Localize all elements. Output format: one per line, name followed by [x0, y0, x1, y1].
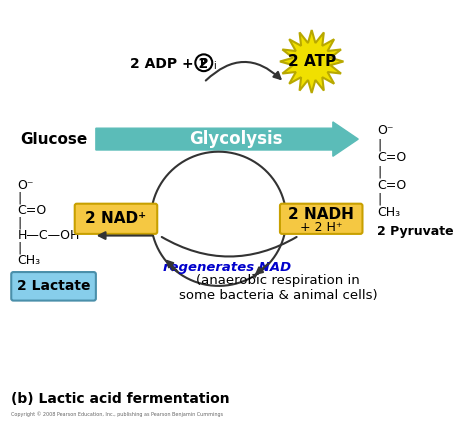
Text: 2 NAD⁺: 2 NAD⁺	[85, 211, 146, 226]
Text: + 2 H⁺: + 2 H⁺	[299, 221, 342, 234]
Text: 2 Lactate: 2 Lactate	[17, 279, 90, 293]
Text: C=O: C=O	[18, 204, 47, 217]
Text: O⁻: O⁻	[18, 179, 34, 192]
Text: |: |	[376, 138, 381, 151]
Text: |: |	[18, 191, 22, 204]
Text: 2 ATP: 2 ATP	[287, 54, 335, 69]
Text: H—C—OH: H—C—OH	[18, 229, 80, 242]
FancyBboxPatch shape	[75, 204, 157, 234]
Text: |: |	[18, 216, 22, 230]
FancyBboxPatch shape	[279, 204, 362, 234]
Text: |: |	[376, 165, 381, 178]
Text: 2 NADH: 2 NADH	[288, 207, 353, 222]
Text: Copyright © 2008 Pearson Education, Inc., publishing as Pearson Benjamin Cumming: Copyright © 2008 Pearson Education, Inc.…	[11, 412, 223, 417]
Text: P: P	[199, 58, 207, 68]
Text: C=O: C=O	[376, 179, 406, 192]
Text: Glycolysis: Glycolysis	[188, 130, 282, 148]
FancyBboxPatch shape	[11, 272, 96, 300]
Text: 2 ADP + 2: 2 ADP + 2	[130, 57, 213, 71]
Text: O⁻: O⁻	[376, 124, 393, 137]
Text: Glucose: Glucose	[20, 132, 87, 147]
Text: |: |	[18, 242, 22, 255]
Polygon shape	[279, 30, 343, 93]
Text: C=O: C=O	[376, 151, 406, 164]
FancyArrow shape	[96, 122, 357, 156]
Text: |: |	[376, 193, 381, 206]
Text: CH₃: CH₃	[376, 206, 400, 219]
Text: CH₃: CH₃	[18, 254, 41, 267]
Text: regenerates NAD: regenerates NAD	[163, 261, 290, 274]
Text: (b) Lactic acid fermentation: (b) Lactic acid fermentation	[11, 392, 229, 406]
Text: (anaerobic respiration in
some bacteria & animal cells): (anaerobic respiration in some bacteria …	[178, 274, 376, 302]
Text: i: i	[213, 61, 215, 71]
Text: 2 Pyruvate: 2 Pyruvate	[376, 225, 453, 238]
